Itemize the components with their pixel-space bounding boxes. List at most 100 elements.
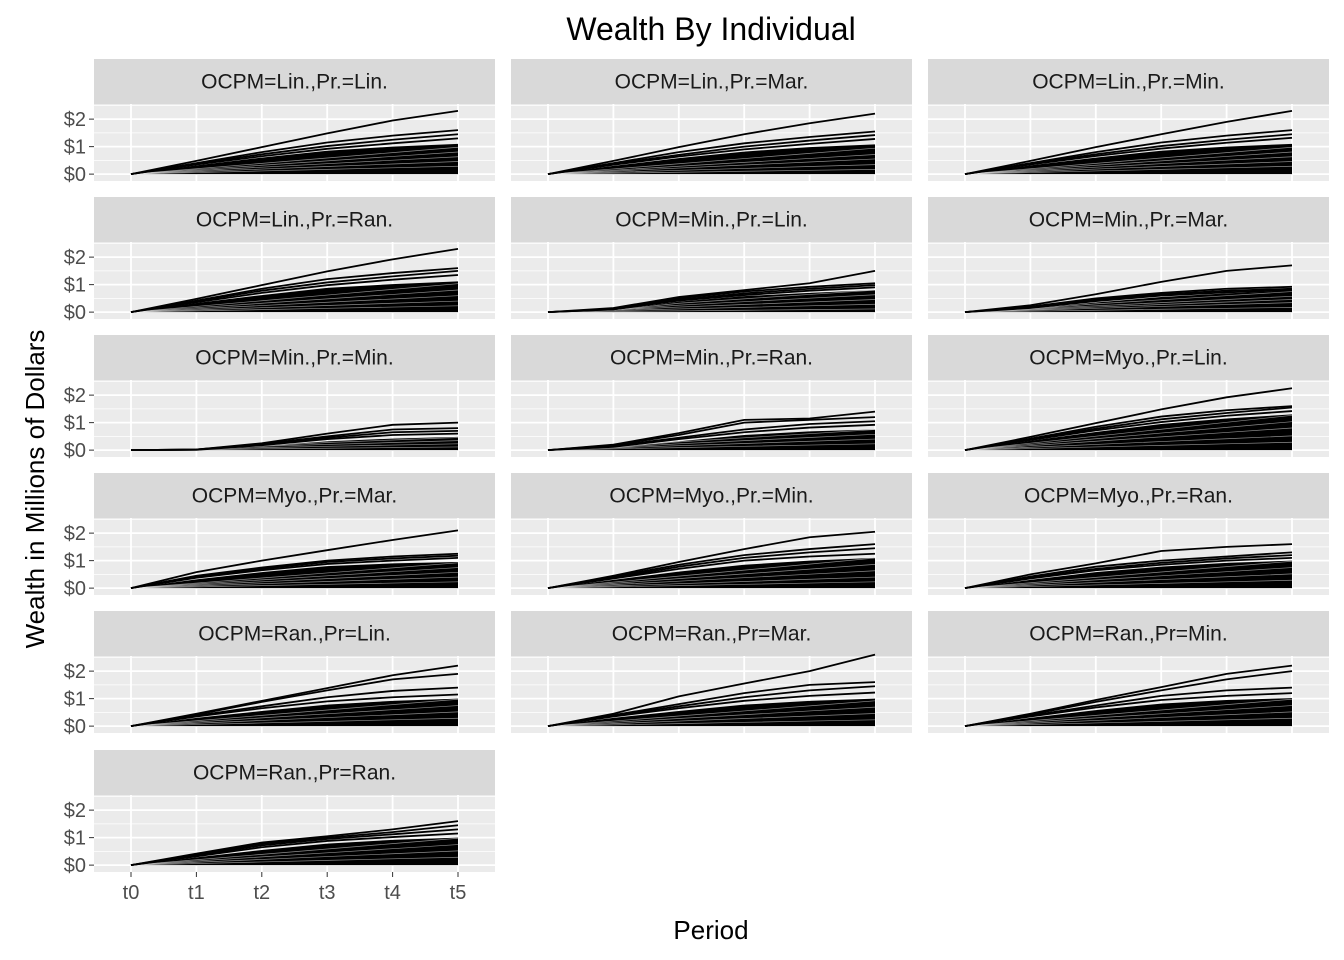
y-tick-label: $1 [64,275,86,297]
facet-strip [928,611,1329,656]
chart-title: Wealth By Individual [566,11,855,47]
wealth-line [964,136,1293,176]
wealth-line [964,670,1293,728]
facet-panel: OCPM=Lin.,Pr.=Min. [928,59,1329,181]
line-gap-streak [130,571,459,589]
line-gap-streak [130,837,459,866]
wealth-line [130,554,459,590]
x-tick-label: t5 [450,882,467,904]
wealth-line [964,264,1293,314]
facet-strip [928,473,1329,518]
facet-strip [511,59,912,104]
line-gap-streak [964,705,1293,727]
y-tick-label: $2 [64,247,86,269]
x-tick-label: t4 [384,882,401,904]
facet-strip [928,59,1329,104]
line-gap-streak [130,711,459,727]
line-gap-streak [547,308,876,313]
wealth-line [547,138,876,176]
wealth-line [130,137,459,176]
facet-panel: OCPM=Ran.,Pr=Lin. $0 $1 $2 [64,611,495,738]
x-tick-label: t2 [253,882,270,904]
wealth-line [547,552,876,590]
facet-panel: OCPM=Ran.,Pr=Min. [928,611,1329,733]
line-gap-streak [130,856,459,866]
wealth-line [130,832,459,867]
wealth-line [547,112,876,176]
facet-panel: OCPM=Lin.,Pr.=Ran. $0 $1 $2 [64,197,495,324]
facet-panel: OCPM=Min.,Pr.=Mar. [928,197,1329,319]
wealth-line [130,432,459,452]
facet-panel: OCPM=Lin.,Pr.=Mar. [511,59,912,181]
line-gap-streak [130,161,459,175]
line-gap-streak [964,560,1293,589]
line-gap-streak [547,443,876,451]
facet-strip [94,750,495,795]
y-tick-label: $0 [64,440,86,462]
line-gap-streak [964,299,1293,313]
facet-strip-label: OCPM=Lin.,Pr.=Ran. [196,209,393,232]
line-gap-streak [130,146,459,175]
facet-strip-label: OCPM=Min.,Pr.=Mar. [1029,209,1229,232]
facet-strip-label: OCPM=Myo.,Pr.=Min. [609,485,813,508]
facet-strip-label: OCPM=Min.,Pr.=Ran. [610,347,813,370]
line-gap-streak [547,700,876,727]
wealth-line [964,692,1293,728]
line-gap-streak [964,165,1293,175]
line-gap-streak [130,850,459,866]
line-gap-streak [964,151,1293,175]
line-gap-streak [547,570,876,589]
facet-strip [511,197,912,242]
wealth-line [547,543,876,590]
facet-strip [928,197,1329,242]
facet-panel: OCPM=Myo.,Pr.=Ran. [928,473,1329,595]
wealth-line [964,551,1293,590]
facet-strip [94,59,495,104]
facet-panel: OCPM=Myo.,Pr.=Mar. $0 $1 $2 [64,473,495,600]
facet-strip-label: OCPM=Lin.,Pr.=Lin. [201,71,388,94]
y-tick-label: $2 [64,523,86,545]
y-tick-label: $2 [64,109,86,131]
facet-panel: OCPM=Min.,Pr.=Ran. [511,335,912,457]
wealth-line [547,691,876,728]
facet-panel: OCPM=Min.,Pr.=Lin. [511,197,912,319]
line-gap-streak [964,698,1293,727]
facet-strip-label: OCPM=Lin.,Pr.=Mar. [615,71,809,94]
line-gap-streak [130,289,459,313]
wealth-line [130,529,459,589]
wealth-line [547,423,876,452]
wealth-line [130,820,459,867]
line-gap-streak [547,576,876,589]
wealth-line [130,109,459,176]
line-gap-streak [130,165,459,175]
y-tick-label: $0 [64,302,86,324]
line-gap-streak [547,438,876,451]
line-gap-streak [130,300,459,313]
facet-strip [94,611,495,656]
individual-lines-mass [548,698,875,727]
line-gap-streak [130,576,459,589]
wealth-line [964,109,1293,176]
line-gap-streak [964,427,1293,451]
line-gap-streak [130,567,459,589]
line-gap-streak [547,147,876,175]
facet-strip [94,197,495,242]
y-tick-label: $1 [64,689,86,711]
facet-strip-label: OCPM=Min.,Pr.=Lin. [615,209,808,232]
wealth-line [130,247,459,314]
wealth-line [964,543,1293,590]
y-tick-label: $2 [64,385,86,407]
individual-lines-mass [965,290,1292,313]
wealth-line [130,672,459,728]
line-gap-streak [130,562,459,589]
individual-lines-mass [965,143,1292,175]
line-gap-streak [547,713,876,727]
wealth-line [964,387,1293,452]
line-gap-streak [964,711,1293,727]
wealth-line [547,286,876,314]
line-gap-streak [547,719,876,727]
line-gap-streak [964,307,1293,313]
x-axis-title: Period [673,915,748,945]
y-tick-label: $1 [64,828,86,850]
